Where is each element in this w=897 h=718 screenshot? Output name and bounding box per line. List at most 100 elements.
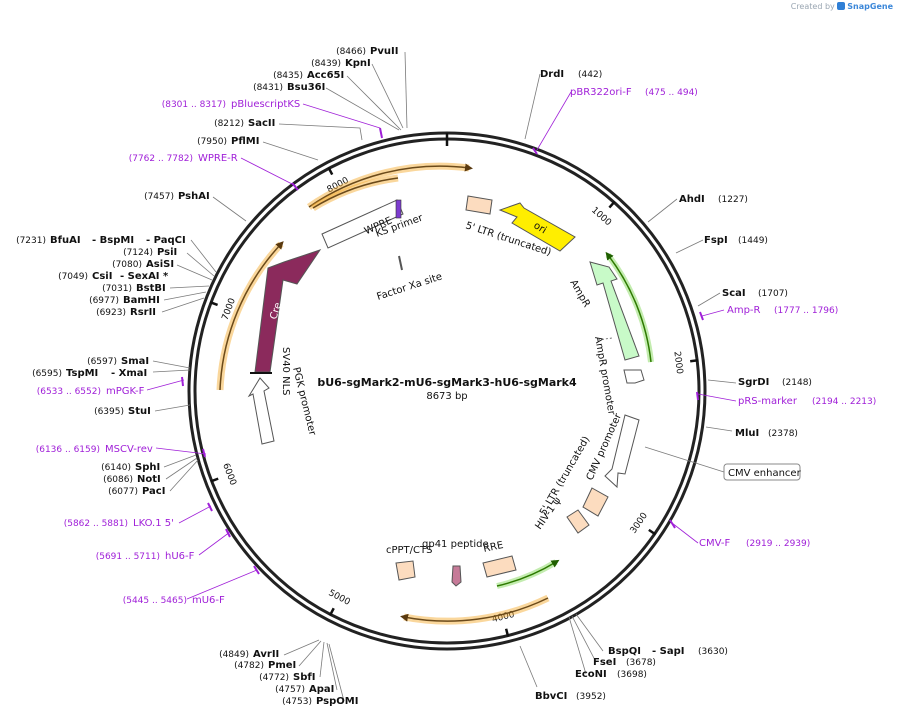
cmv-promoter-feature xyxy=(604,414,640,489)
enzyme-name-pmei: PmeI xyxy=(268,660,296,671)
enzyme-pos-scai: (1707) xyxy=(758,289,788,299)
enzyme-name-drdi: DrdI xyxy=(540,69,564,80)
leader-paci xyxy=(169,459,199,492)
enzyme-name-pshai: PshAI xyxy=(178,191,210,202)
gp41-label: gp41 peptide xyxy=(422,539,489,550)
leader-sphi xyxy=(163,454,197,468)
primer-name-prs-marker: pRS-marker xyxy=(738,396,798,407)
leader-bspqi xyxy=(575,613,604,652)
enzyme-name-mlui: MluI xyxy=(735,428,759,439)
orf-arc-bottom-glow xyxy=(403,594,550,625)
marker-wpre-r xyxy=(291,182,299,191)
primer-range-mscv-rev: (6136 .. 6159) xyxy=(36,445,100,455)
leader-pbluescriptks xyxy=(302,103,381,129)
enzyme-pos-sphi: (6140) xyxy=(101,463,131,473)
primer-range-prs-marker: (2194 .. 2213) xyxy=(812,397,876,407)
enzyme-pos-fsei: (3678) xyxy=(626,658,656,668)
tick-label-2000: 2000 xyxy=(671,351,684,375)
leader-bfuai xyxy=(190,239,217,273)
enzyme-name-econi: EcoNI xyxy=(575,669,607,680)
primer-range-pbr322ori: (475 .. 494) xyxy=(645,88,698,98)
enzyme-name-smai: SmaI xyxy=(121,356,149,367)
enzyme-pos-bamhi: (6977) xyxy=(89,296,119,306)
factor-xa-label: Factor Xa site xyxy=(376,271,444,302)
primer-name-mpgk-f: mPGK-F xyxy=(106,386,145,397)
cre-label: Cre xyxy=(268,301,284,321)
gp41-feature xyxy=(451,565,462,587)
enzyme-leaders xyxy=(152,51,737,702)
marker-mscv-rev xyxy=(202,448,206,458)
plasmid-name: bU6-sgMark2-mU6-sgMark3-hU6-sgMark4 xyxy=(317,376,577,389)
leader-sacii xyxy=(278,123,363,141)
enzyme-pos-bbvci: (3952) xyxy=(576,692,606,702)
leader-ahdi xyxy=(647,198,678,223)
enzyme-pos-sacii: (8212) xyxy=(214,119,244,129)
enzyme-pos-sapi: (3630) xyxy=(698,647,728,657)
enzyme-pos-mlui: (2378) xyxy=(768,429,798,439)
enzyme-pos-pflmi: (7950) xyxy=(197,137,227,147)
credit-brand: SnapGene xyxy=(847,2,893,11)
enzyme-name-sexai: - SexAI * xyxy=(120,271,169,282)
leader-pshai xyxy=(212,196,247,222)
enzyme-name-bbvci: BbvCI xyxy=(535,691,567,702)
ampr-label: AmpR xyxy=(567,278,591,309)
primer-name-amp-r: Amp-R xyxy=(727,305,761,316)
enzyme-name-pvuii: PvuII xyxy=(370,46,398,57)
enzyme-pos-pspomi: (4753) xyxy=(282,697,312,707)
orf-arc-inner xyxy=(312,177,399,209)
primer-range-amp-r: (1777 .. 1796) xyxy=(774,306,838,316)
enzyme-name-kpni: KpnI xyxy=(345,58,371,69)
primer-range-pbluescriptks: (8301 .. 8317) xyxy=(162,100,226,110)
enzyme-pos-smai: (6597) xyxy=(87,357,117,367)
ltr-top-feature xyxy=(465,195,493,215)
marker-mpgk-f xyxy=(181,376,184,387)
ampr-feature xyxy=(589,261,640,361)
leader-bstbi xyxy=(169,285,210,289)
primer-name-cmv-f: CMV-F xyxy=(699,538,730,549)
primer-range-mpgk-f: (6533 .. 6552) xyxy=(37,387,101,397)
enzyme-pos-bsu36i: (8431) xyxy=(253,83,283,93)
enzyme-pos-kpni: (8439) xyxy=(311,59,341,69)
enzyme-pos-pmei: (4782) xyxy=(234,661,264,671)
enzyme-pos-sgrdi: (2148) xyxy=(782,378,812,388)
tick-mark-3000 xyxy=(648,528,657,536)
enzyme-pos-tspmi: (6595) xyxy=(32,369,62,379)
enzyme-name-asisi: AsiSI xyxy=(146,259,174,270)
enzyme-pos-bstbi: (7031) xyxy=(102,284,132,294)
leader-cmv-f xyxy=(671,522,699,544)
enzyme-pos-psii: (7124) xyxy=(123,248,153,258)
snapgene-logo-icon xyxy=(837,2,846,10)
leader-mlui xyxy=(705,426,733,432)
enzyme-name-fspi: FspI xyxy=(704,235,728,246)
tick-mark-4000 xyxy=(504,628,510,637)
primer-markers xyxy=(181,127,704,575)
tick-mark-1000 xyxy=(608,200,616,209)
enzyme-name-psii: PsiI xyxy=(157,247,177,258)
leader-asisi xyxy=(176,264,213,281)
enzyme-name-bspqi: BspQI xyxy=(608,646,641,657)
enzyme-name-xmai: - XmaI xyxy=(111,368,147,379)
cppt-feature xyxy=(395,560,416,581)
primer-range-wpre-r: (7762 .. 7782) xyxy=(129,154,193,164)
leader-xmai xyxy=(152,369,191,373)
enzyme-name-bspmi: - BspMI xyxy=(92,235,134,246)
leader-pspomi xyxy=(328,643,345,702)
marker-pbluescriptks xyxy=(379,127,383,139)
leader-fsei xyxy=(571,615,597,663)
green-arc-bottom xyxy=(496,559,560,587)
leader-drdi xyxy=(524,73,541,140)
orf-arc-bottom xyxy=(400,597,549,622)
enzyme-pos-avrii: (4849) xyxy=(219,650,249,660)
leader-scai xyxy=(697,292,721,307)
tick-mark-6000 xyxy=(210,477,219,483)
leader-lko1 xyxy=(178,505,212,524)
tick-mark-5000 xyxy=(328,607,335,616)
enzyme-pos-ahdi: (1227) xyxy=(718,195,748,205)
primer-name-mscv-rev: MSCV-rev xyxy=(105,444,153,455)
tick-mark-2000 xyxy=(690,358,699,363)
primer-name-hu6-f: hU6-F xyxy=(165,551,195,562)
primer-range-hu6-f: (5691 .. 5711) xyxy=(96,552,160,562)
leader-noti xyxy=(165,457,198,480)
features: WPRE KS primer Factor Xa site 5' LTR (tr… xyxy=(247,195,802,587)
primer-range-mu6-f: (5445 .. 5465) xyxy=(123,596,187,606)
